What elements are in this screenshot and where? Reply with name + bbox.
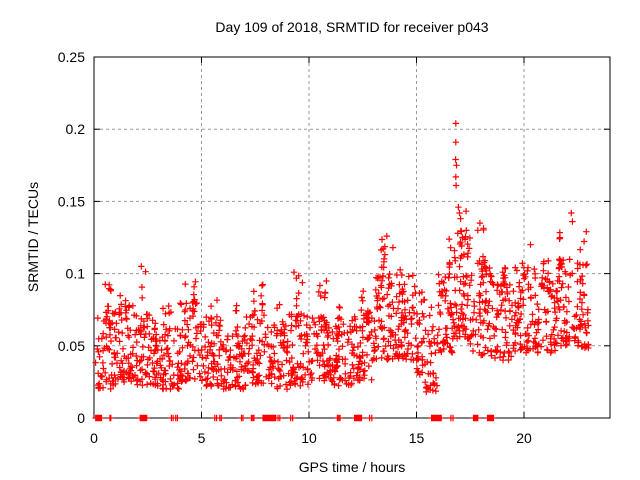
scatter-points bbox=[92, 120, 592, 422]
y-tick-label: 0 bbox=[77, 410, 85, 426]
y-tick-label: 0.05 bbox=[58, 338, 85, 354]
x-tick-label: 20 bbox=[516, 430, 532, 446]
x-tick-label: 10 bbox=[301, 430, 317, 446]
x-axis-label: GPS time / hours bbox=[298, 459, 406, 475]
x-tick-label: 5 bbox=[198, 430, 206, 446]
x-tick-label: 0 bbox=[90, 430, 98, 446]
chart-title: Day 109 of 2018, SRMTID for receiver p04… bbox=[215, 19, 489, 35]
y-tick-label: 0.2 bbox=[66, 121, 86, 137]
y-tick-label: 0.1 bbox=[66, 266, 86, 282]
y-tick-label: 0.15 bbox=[58, 193, 85, 209]
y-tick-label: 0.25 bbox=[58, 49, 85, 65]
x-tick-label: 15 bbox=[409, 430, 425, 446]
